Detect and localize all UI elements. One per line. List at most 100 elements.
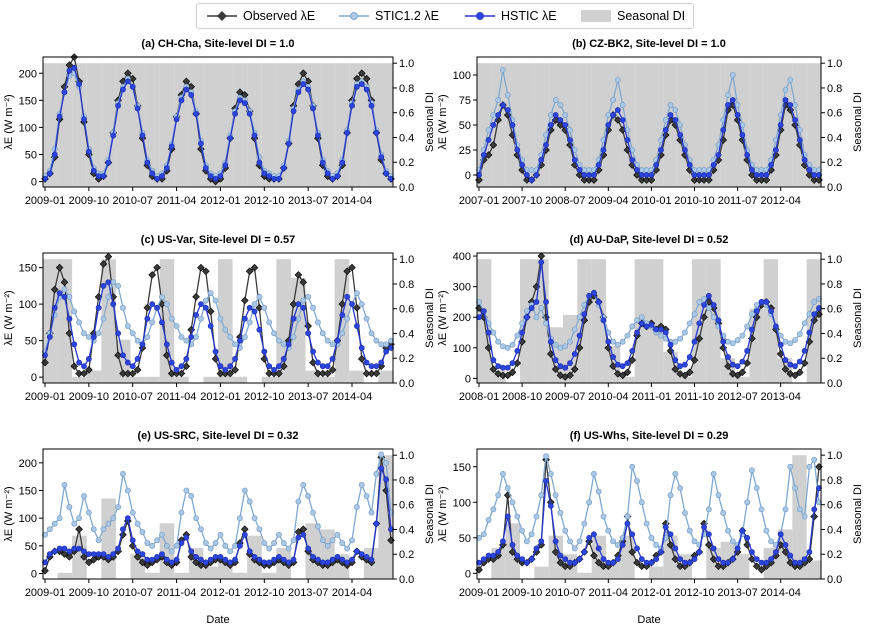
series-hstic — [42, 279, 394, 373]
point-stic — [643, 520, 650, 527]
y-tick-label: 50 — [25, 336, 37, 348]
point-hstic — [139, 341, 146, 348]
point-hstic — [547, 338, 554, 345]
legend-label-hstic: HSTIC λE — [501, 9, 557, 23]
point-observed — [705, 541, 713, 549]
point-observed — [250, 263, 259, 272]
point-observed — [299, 69, 308, 78]
point-hstic — [120, 352, 126, 359]
point-observed — [752, 176, 761, 184]
point-hstic — [811, 506, 818, 513]
point-hstic — [183, 534, 190, 541]
point-stic — [672, 470, 679, 477]
point-hstic — [280, 165, 287, 171]
point-hstic — [232, 110, 238, 117]
point-observed — [299, 525, 308, 534]
point-hstic — [677, 132, 684, 138]
point-observed — [372, 369, 381, 378]
point-observed — [124, 369, 132, 378]
point-hstic — [653, 556, 660, 563]
point-hstic — [495, 112, 502, 118]
point-stic — [295, 315, 302, 322]
point-stic — [378, 341, 385, 348]
legend-swatch-hstic — [465, 12, 495, 20]
point-hstic — [816, 485, 822, 491]
x-tick-label: 2013-07 — [288, 391, 328, 403]
point-hstic — [124, 359, 131, 366]
point-hstic — [212, 175, 219, 182]
legend-swatch-seasonal-di — [581, 10, 611, 22]
point-stic — [720, 510, 727, 516]
point-hstic — [749, 549, 755, 555]
point-stic — [300, 297, 307, 304]
point-hstic — [667, 531, 674, 538]
point-stic — [787, 463, 794, 470]
point-hstic — [806, 329, 813, 336]
seasonal-di-bar — [548, 535, 563, 579]
di-tick-label: 0.6 — [399, 108, 414, 120]
point-hstic — [638, 320, 645, 327]
point-hstic — [682, 559, 688, 566]
point-observed — [776, 541, 785, 549]
legend-swatch-observed — [207, 11, 237, 21]
point-hstic — [173, 556, 180, 563]
point-hstic — [658, 147, 664, 153]
point-observed — [676, 562, 684, 571]
point-hstic — [363, 86, 370, 93]
point-hstic — [227, 135, 234, 142]
x-tick-label: 2009-10 — [69, 391, 109, 403]
point-stic — [562, 343, 569, 350]
point-hstic — [95, 304, 102, 311]
point-hstic — [159, 173, 165, 180]
point-stic — [796, 331, 803, 337]
seasonal-di-bars — [477, 259, 821, 383]
point-observed — [499, 371, 507, 380]
point-stic — [378, 451, 385, 458]
point-hstic — [295, 89, 302, 96]
point-observed — [618, 371, 627, 380]
point-stic — [271, 330, 277, 337]
point-observed — [599, 562, 608, 571]
right-axis-label: Seasonal DI — [852, 288, 864, 348]
point-hstic — [227, 363, 234, 370]
point-stic — [787, 340, 794, 347]
seasonal-di-bar — [491, 63, 506, 187]
point-hstic — [207, 323, 214, 329]
point-hstic — [538, 157, 545, 163]
point-stic — [552, 341, 559, 348]
point-hstic — [237, 97, 243, 104]
seasonal-di-bar — [534, 566, 549, 579]
seasonal-di-bar — [218, 259, 233, 383]
point-hstic — [595, 299, 602, 305]
legend-label-seasonal-di: Seasonal DI — [617, 9, 686, 23]
point-stic — [271, 540, 277, 546]
point-hstic — [163, 556, 170, 563]
point-hstic — [276, 175, 282, 182]
seasonal-di-bar — [577, 63, 592, 187]
y-tick-label: 100 — [19, 513, 37, 525]
point-stic — [485, 127, 492, 133]
point-hstic — [787, 102, 794, 108]
point-hstic — [295, 301, 302, 308]
point-stic — [246, 498, 253, 505]
point-hstic — [658, 549, 664, 555]
point-hstic — [46, 170, 53, 177]
point-hstic — [581, 172, 588, 178]
point-observed — [757, 176, 766, 184]
chart-panel-cz-bk2: (b) CZ-BK2, Site-level DI = 1.0 0 25 50 75 10… — [437, 38, 864, 207]
point-observed — [537, 252, 546, 260]
point-observed — [791, 371, 799, 380]
point-observed — [628, 548, 637, 556]
point-stic — [753, 167, 760, 173]
point-stic — [677, 335, 684, 342]
di-tick-label: 0.8 — [827, 83, 842, 95]
point-observed — [143, 561, 152, 570]
seasonal-di-bar — [261, 376, 277, 383]
seasonal-di-bar — [101, 63, 116, 187]
point-hstic — [677, 556, 684, 563]
x-tick-label: 2014-04 — [761, 587, 801, 599]
point-hstic — [368, 102, 375, 109]
point-observed — [143, 303, 152, 312]
point-stic — [373, 337, 380, 344]
